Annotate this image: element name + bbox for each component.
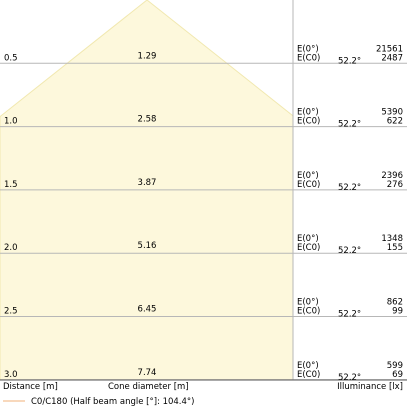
ec0-value: 622 — [387, 117, 403, 127]
cone-diameter-label: 3.87 — [138, 178, 157, 188]
e0-label: E(0°) — [297, 44, 319, 54]
ec0-label: E(C0) — [297, 180, 320, 190]
legend-label: C0/C180 (Half beam angle [°]: 104.4°) — [31, 397, 195, 407]
cone-diameter-axis-label: Cone diameter [m] — [108, 382, 189, 392]
e0-label: E(0°) — [297, 298, 319, 308]
ec0-label: E(C0) — [297, 117, 320, 127]
half-angle-label: 52.2° — [338, 56, 361, 66]
cone-diameter-label: 1.29 — [138, 51, 157, 61]
e0-label: E(0°) — [297, 108, 319, 118]
cone-diameter-label: 6.45 — [138, 305, 157, 315]
e0-value: 599 — [387, 361, 403, 371]
e0-value: 862 — [387, 298, 403, 308]
ec0-label: E(C0) — [297, 370, 320, 380]
half-angle-label: 52.2° — [338, 183, 361, 193]
distance-label: 3.0 — [4, 370, 18, 380]
distance-label: 2.0 — [4, 243, 18, 253]
e0-value: 5390 — [381, 108, 403, 118]
chart-grid — [0, 0, 407, 381]
distance-label: 0.5 — [4, 53, 18, 63]
e0-value: 21561 — [376, 44, 403, 54]
illuminance-axis-label: Illuminance [lx] — [337, 382, 403, 392]
distance-axis-label: Distance [m] — [3, 382, 58, 392]
ec0-value: 99 — [392, 307, 403, 317]
distance-label: 2.5 — [4, 307, 18, 317]
ec0-label: E(C0) — [297, 53, 320, 63]
e0-value: 2396 — [381, 171, 403, 181]
half-angle-label: 52.2° — [338, 373, 361, 383]
distance-label: 1.0 — [4, 117, 18, 127]
cone-diameter-label: 7.74 — [138, 368, 157, 378]
cone-diameter-label: 2.58 — [138, 115, 157, 125]
half-angle-label: 52.2° — [338, 310, 361, 320]
e0-value: 1348 — [381, 234, 403, 244]
ec0-label: E(C0) — [297, 243, 320, 253]
ec0-value: 155 — [387, 243, 403, 253]
e0-label: E(0°) — [297, 171, 319, 181]
ec0-label: E(C0) — [297, 307, 320, 317]
distance-label: 1.5 — [4, 180, 18, 190]
half-angle-label: 52.2° — [338, 246, 361, 256]
half-angle-label: 52.2° — [338, 120, 361, 130]
e0-label: E(0°) — [297, 361, 319, 371]
ec0-value: 2487 — [381, 53, 403, 63]
ec0-value: 276 — [387, 180, 403, 190]
ec0-value: 69 — [392, 370, 403, 380]
cone-diameter-label: 5.16 — [138, 241, 157, 251]
e0-label: E(0°) — [297, 234, 319, 244]
